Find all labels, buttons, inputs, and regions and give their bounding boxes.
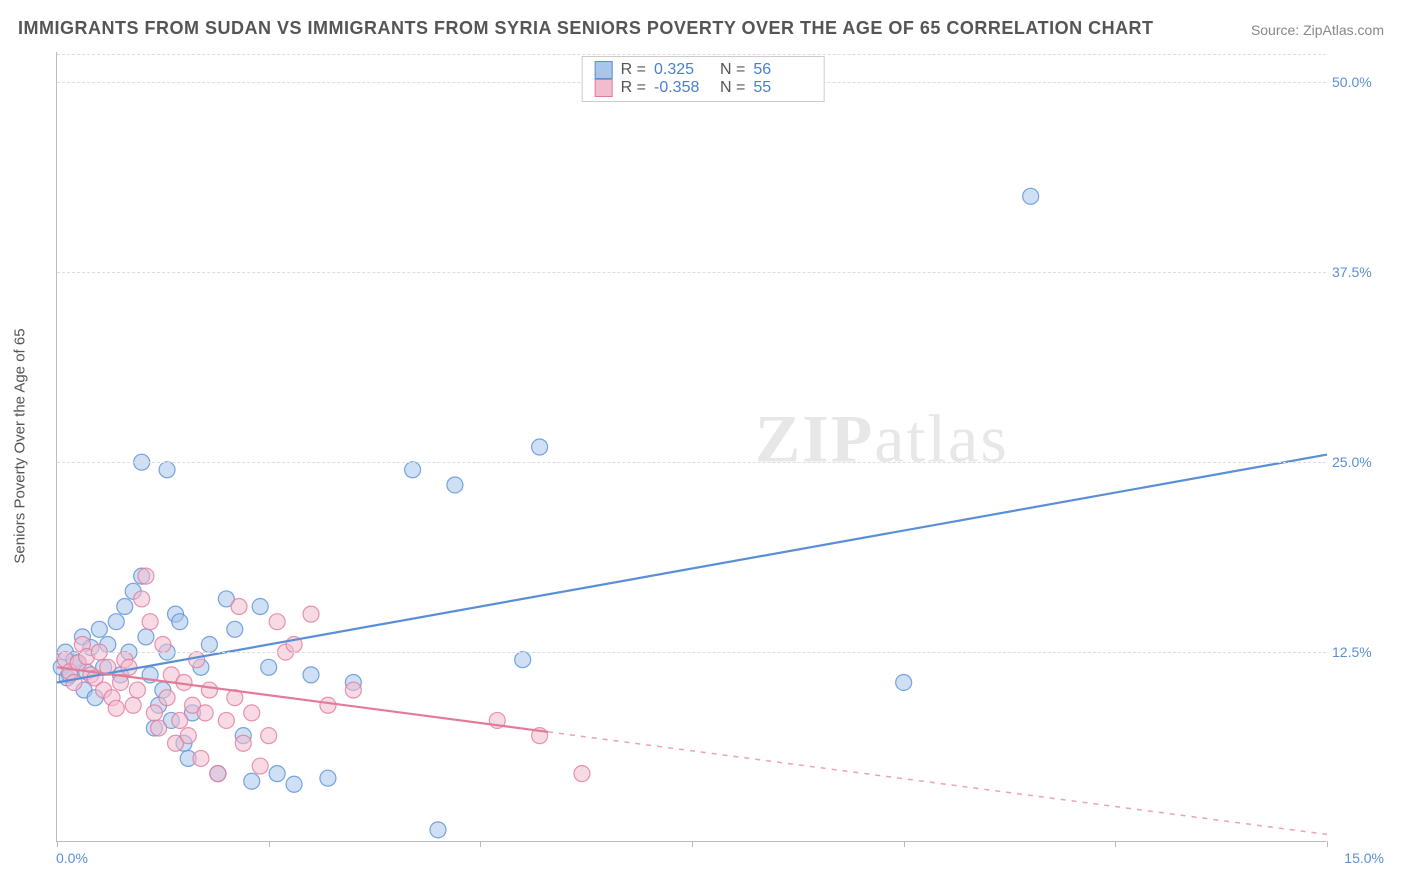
data-point — [261, 659, 277, 675]
gridline-h — [57, 272, 1326, 273]
data-point — [515, 652, 531, 668]
x-axis-max-label: 15.0% — [1344, 850, 1384, 866]
data-point — [138, 629, 154, 645]
data-point — [303, 667, 319, 683]
y-axis-label: Seniors Poverty Over the Age of 65 — [12, 328, 29, 563]
data-point — [320, 697, 336, 713]
x-tick-mark — [480, 841, 481, 847]
chart-title: IMMIGRANTS FROM SUDAN VS IMMIGRANTS FROM… — [18, 18, 1154, 39]
data-point — [159, 690, 175, 706]
legend-n-value: 55 — [753, 79, 811, 97]
x-tick-mark — [1327, 841, 1328, 847]
gridline-h — [57, 54, 1326, 55]
x-tick-mark — [1115, 841, 1116, 847]
data-point — [218, 712, 234, 728]
data-point — [252, 758, 268, 774]
y-tick-label: 25.0% — [1332, 454, 1384, 470]
data-point — [244, 705, 260, 721]
data-point — [121, 659, 137, 675]
data-point — [197, 705, 213, 721]
data-point — [227, 621, 243, 637]
data-point — [252, 599, 268, 615]
data-point — [447, 477, 463, 493]
data-point — [320, 770, 336, 786]
data-point — [532, 439, 548, 455]
gridline-h — [57, 462, 1326, 463]
data-point — [142, 614, 158, 630]
data-point — [138, 568, 154, 584]
chart-svg — [57, 52, 1326, 841]
data-point — [405, 462, 421, 478]
legend-correlation-row: R = 0.325 N = 56 — [595, 61, 812, 79]
legend-r-value: -0.358 — [654, 79, 712, 97]
gridline-h — [57, 652, 1326, 653]
data-point — [193, 750, 209, 766]
data-point — [134, 591, 150, 607]
data-point — [896, 674, 912, 690]
legend-swatch — [595, 61, 613, 79]
data-point — [172, 614, 188, 630]
legend-n-label: N = — [720, 61, 745, 79]
data-point — [269, 766, 285, 782]
data-point — [201, 682, 217, 698]
data-point — [117, 599, 133, 615]
source-attribution: Source: ZipAtlas.com — [1251, 22, 1384, 38]
data-point — [345, 682, 361, 698]
data-point — [159, 462, 175, 478]
legend-n-label: N = — [720, 79, 745, 97]
x-tick-mark — [269, 841, 270, 847]
regression-line — [57, 455, 1327, 683]
data-point — [286, 776, 302, 792]
legend-r-value: 0.325 — [654, 61, 712, 79]
data-point — [235, 735, 251, 751]
data-point — [108, 614, 124, 630]
data-point — [155, 637, 171, 653]
y-tick-label: 37.5% — [1332, 264, 1384, 280]
y-tick-label: 50.0% — [1332, 74, 1384, 90]
data-point — [261, 728, 277, 744]
data-point — [430, 822, 446, 838]
data-point — [1023, 188, 1039, 204]
data-point — [151, 720, 167, 736]
data-point — [180, 728, 196, 744]
plot-area: ZIPatlas 12.5%25.0%37.5%50.0% — [56, 52, 1326, 842]
x-tick-mark — [692, 841, 693, 847]
data-point — [129, 682, 145, 698]
x-axis-min-label: 0.0% — [56, 850, 88, 866]
legend-correlation: R = 0.325 N = 56 R = -0.358 N = 55 — [582, 56, 825, 102]
data-point — [303, 606, 319, 622]
data-point — [189, 652, 205, 668]
y-tick-label: 12.5% — [1332, 644, 1384, 660]
x-tick-mark — [904, 841, 905, 847]
data-point — [201, 637, 217, 653]
data-point — [172, 712, 188, 728]
data-point — [91, 621, 107, 637]
data-point — [210, 766, 226, 782]
data-point — [108, 700, 124, 716]
x-tick-mark — [57, 841, 58, 847]
data-point — [231, 599, 247, 615]
legend-r-label: R = — [621, 61, 646, 79]
legend-correlation-row: R = -0.358 N = 55 — [595, 79, 812, 97]
data-point — [66, 674, 82, 690]
data-point — [125, 697, 141, 713]
regression-line-extrapolated — [548, 732, 1327, 834]
data-point — [574, 766, 590, 782]
legend-r-label: R = — [621, 79, 646, 97]
data-point — [269, 614, 285, 630]
data-point — [146, 705, 162, 721]
legend-swatch — [595, 79, 613, 97]
data-point — [244, 773, 260, 789]
legend-n-value: 56 — [753, 61, 811, 79]
